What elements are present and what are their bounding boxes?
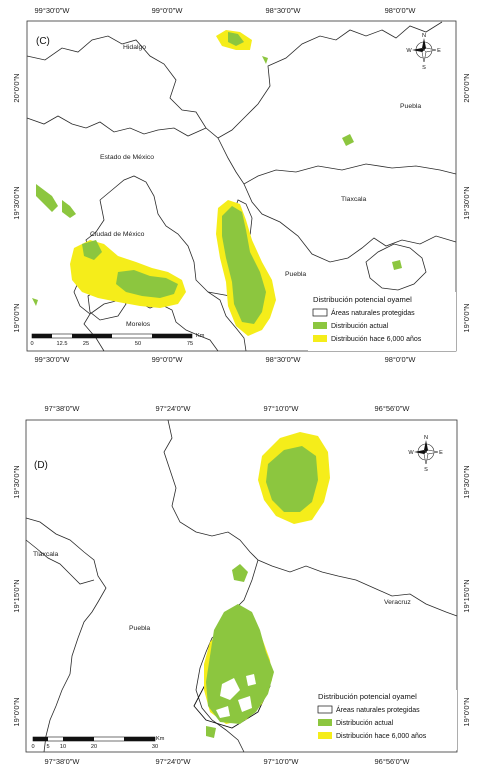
label-estado-de-mexico: Estado de México <box>100 154 154 161</box>
right-tick-3: 19°0'0"N <box>462 303 471 332</box>
top-tick-4: 98°0'0"W <box>385 6 417 15</box>
distribution-patches <box>32 30 402 336</box>
legend-title: Distribución potencial oyamel <box>313 295 412 304</box>
right-tick-1: 20°0'0"N <box>462 73 471 102</box>
panel-c: 99°30'0"W 99°0'0"W 98°30'0"W 98°0'0"W 20… <box>12 6 471 364</box>
legend-swatch-protected <box>317 705 333 714</box>
scale-label-1: 5 <box>46 744 49 750</box>
label-tlaxcala: Tlaxcala <box>341 196 367 203</box>
panel-label-d: (D) <box>34 460 48 471</box>
legend-item-past: Distribución hace 6,000 años <box>331 336 422 343</box>
legend: Distribución potencial oyamel Áreas natu… <box>308 292 456 351</box>
right-tick-1: 19°30'0"N <box>462 465 471 498</box>
left-tick-1: 19°30'0"N <box>12 465 21 498</box>
left-tick-3: 19°0'0"N <box>12 697 21 726</box>
top-tick-3: 97°10'0"W <box>263 404 299 413</box>
scale-label-0: 0 <box>31 744 34 750</box>
left-tick-2: 19°30'0"N <box>12 186 21 219</box>
legend-item-protected: Áreas naturales protegidas <box>331 308 415 317</box>
scale-bar: 0 5 10 20 30 Km <box>31 736 164 750</box>
legend-item-current: Distribución actual <box>331 323 389 330</box>
compass-n: N <box>422 33 426 39</box>
label-morelos: Morelos <box>126 321 151 328</box>
legend-swatch-current <box>313 322 327 329</box>
scale-label-2: 10 <box>60 744 66 750</box>
left-tick-2: 19°15'0"N <box>12 579 21 612</box>
left-tick-1: 20°0'0"N <box>12 73 21 102</box>
legend-item-current: Distribución actual <box>336 720 394 727</box>
top-tick-1: 99°30'0"W <box>34 6 70 15</box>
top-tick-2: 99°0'0"W <box>152 6 184 15</box>
bottom-tick-3: 98°30'0"W <box>265 355 301 364</box>
top-tick-1: 97°38'0"W <box>44 404 80 413</box>
label-puebla-north: Puebla <box>400 103 421 110</box>
legend: Distribución potencial oyamel Áreas natu… <box>313 690 457 750</box>
compass-e: E <box>437 48 441 54</box>
compass-e: E <box>439 450 443 456</box>
top-tick-4: 96°56'0"W <box>374 404 410 413</box>
legend-swatch-protected <box>312 308 328 317</box>
scale-label-4: 75 <box>187 341 193 347</box>
label-hidalgo: Hidalgo <box>123 44 146 51</box>
top-tick-2: 97°24'0"W <box>155 404 191 413</box>
label-puebla-south: Puebla <box>285 271 306 278</box>
panel-d: 97°38'0"W 97°24'0"W 97°10'0"W 96°56'0"W … <box>12 404 471 766</box>
scale-bar: 0 12.5 25 50 75 Km <box>30 333 204 347</box>
label-tlaxcala: Tlaxcala <box>33 551 59 558</box>
compass-rose-icon: N S E W <box>406 33 441 71</box>
scale-label-2: 25 <box>83 341 89 347</box>
scale-unit: Km <box>156 736 165 742</box>
scale-label-4: 30 <box>152 744 158 750</box>
scale-label-3: 50 <box>135 341 141 347</box>
scale-label-3: 20 <box>91 744 97 750</box>
compass-s: S <box>424 467 428 473</box>
compass-s: S <box>422 65 426 71</box>
left-tick-3: 19°0'0"N <box>12 303 21 332</box>
bottom-tick-3: 97°10'0"W <box>263 757 299 766</box>
bottom-tick-4: 98°0'0"W <box>385 355 417 364</box>
compass-n: N <box>424 435 428 441</box>
distribution-patches <box>204 432 330 738</box>
scale-unit: Km <box>196 333 205 339</box>
panel-label-c: (C) <box>36 36 50 47</box>
right-tick-3: 19°0'0"N <box>462 697 471 726</box>
label-ciudad-de-mexico: Ciudad de México <box>90 231 145 238</box>
legend-swatch-past <box>313 335 327 342</box>
bottom-tick-1: 99°30'0"W <box>34 355 70 364</box>
right-tick-2: 19°30'0"N <box>462 186 471 219</box>
legend-swatch-current <box>318 719 332 726</box>
legend-item-protected: Áreas naturales protegidas <box>336 705 420 714</box>
label-puebla: Puebla <box>129 625 150 632</box>
bottom-tick-1: 97°38'0"W <box>44 757 80 766</box>
label-veracruz: Veracruz <box>384 599 411 606</box>
right-tick-2: 19°15'0"N <box>462 579 471 612</box>
legend-swatch-past <box>318 732 332 739</box>
scale-label-1: 12.5 <box>57 341 68 347</box>
legend-title: Distribución potencial oyamel <box>318 692 417 701</box>
top-tick-3: 98°30'0"W <box>265 6 301 15</box>
bottom-tick-4: 96°56'0"W <box>374 757 410 766</box>
legend-item-past: Distribución hace 6,000 años <box>336 733 427 740</box>
compass-w: W <box>406 48 412 54</box>
scale-label-0: 0 <box>30 341 33 347</box>
bottom-tick-2: 97°24'0"W <box>155 757 191 766</box>
bottom-tick-2: 99°0'0"W <box>152 355 184 364</box>
compass-rose-icon: N S E W <box>408 435 443 473</box>
compass-w: W <box>408 450 414 456</box>
